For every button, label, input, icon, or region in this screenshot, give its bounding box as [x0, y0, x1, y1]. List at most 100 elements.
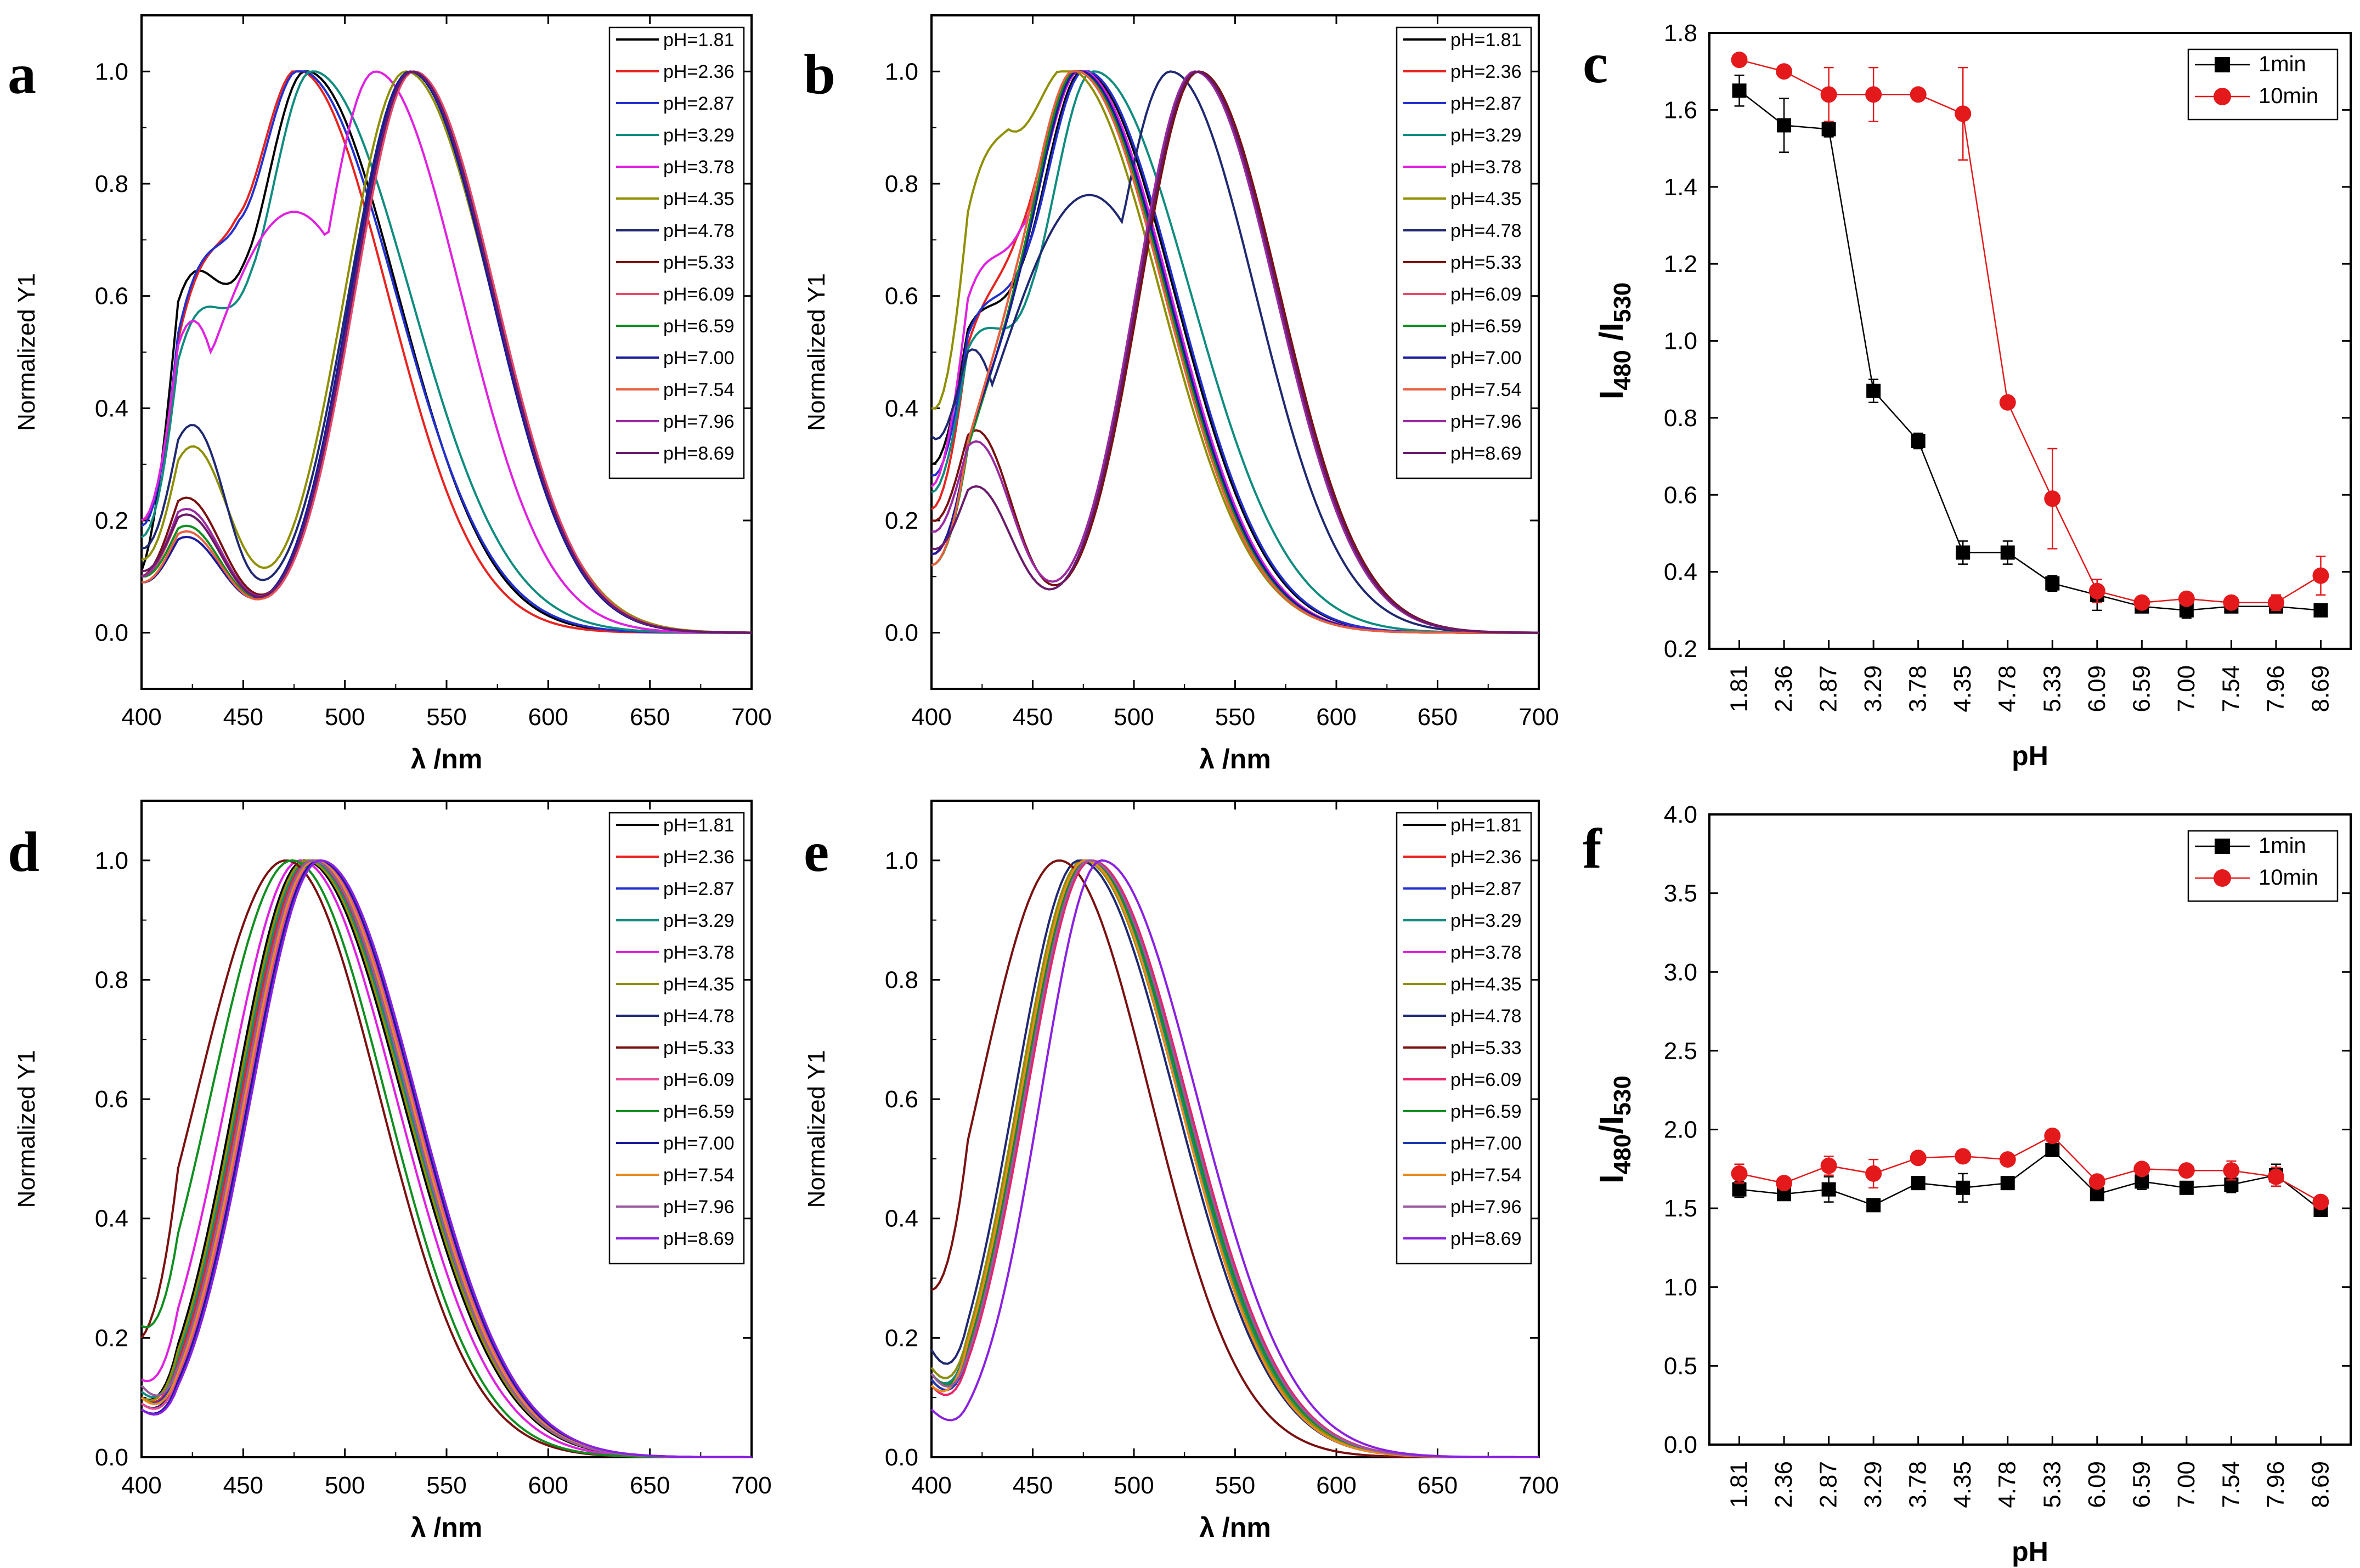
legend-label: pH=6.59: [1450, 316, 1522, 337]
legend-label: pH=5.33: [663, 252, 735, 273]
x-tick-label: 4.35: [1949, 665, 1976, 712]
legend-label: pH=4.78: [1450, 220, 1522, 241]
legend-label: pH=5.33: [1450, 1038, 1522, 1058]
legend-label: pH=3.29: [1450, 910, 1522, 931]
data-point-1min: [2045, 1142, 2060, 1157]
series-line-pH=3.29: [140, 70, 752, 634]
panel-label: d: [8, 820, 39, 884]
x-tick-label: 3.78: [1905, 665, 1932, 712]
data-point-1min: [1911, 1176, 1926, 1191]
data-point-1min: [2045, 576, 2060, 591]
legend-label: pH=7.54: [663, 380, 735, 400]
panel-label: a: [8, 43, 36, 106]
legend-label: pH=6.59: [1450, 1101, 1522, 1122]
legend-marker: [2214, 88, 2231, 105]
y-tick-label: 0.0: [95, 1444, 128, 1471]
legend-label: pH=4.78: [663, 220, 735, 241]
x-tick-label: 2.87: [1815, 665, 1842, 712]
y-axis-title-subscript: 530: [1609, 1075, 1636, 1116]
legend-label: pH=8.69: [1450, 443, 1522, 464]
x-tick-label: 4.78: [1994, 1461, 2021, 1508]
series-line-pH=8.69: [141, 70, 752, 634]
y-tick-label: 0.5: [1664, 1352, 1697, 1379]
y-tick-label: 0.4: [95, 1205, 128, 1232]
x-tick-label: 450: [223, 704, 263, 731]
data-point-1min: [2313, 603, 2328, 618]
x-tick-label: 700: [1518, 704, 1559, 731]
legend-label: pH=7.00: [663, 348, 735, 369]
series-line-pH=3.78: [140, 70, 752, 634]
y-tick-label: 0.8: [95, 966, 128, 993]
data-point-10min: [1731, 52, 1748, 69]
data-point-1min: [2000, 545, 2015, 560]
data-point-10min: [2044, 1127, 2061, 1144]
data-point-10min: [2178, 590, 2195, 607]
y-tick-label: 1.6: [1664, 97, 1697, 123]
x-tick-label: 550: [426, 1472, 466, 1499]
x-tick-label: 5.33: [2039, 1461, 2065, 1508]
data-point-10min: [1731, 1165, 1748, 1182]
y-tick-label: 0.2: [885, 507, 918, 534]
y-tick-label: 3.5: [1664, 880, 1697, 907]
x-tick-label: 2.87: [1815, 1461, 1842, 1508]
x-tick-label: 700: [731, 1472, 771, 1499]
legend-label: pH=4.78: [663, 1006, 735, 1027]
data-point-10min: [2088, 582, 2105, 599]
legend-label: pH=6.09: [1450, 284, 1522, 305]
x-tick-label: 550: [426, 704, 466, 731]
y-tick-label: 0.8: [95, 171, 128, 197]
x-tick-label: 450: [223, 1472, 263, 1499]
legend-box: [2187, 830, 2339, 902]
y-tick-label: 0.0: [885, 620, 918, 647]
series-line-pH=4.78: [930, 70, 1539, 634]
x-tick-label: 600: [1316, 704, 1356, 731]
y-tick-label: 1.0: [1664, 1274, 1697, 1301]
legend-label: pH=8.69: [663, 443, 735, 464]
legend-label: pH=3.29: [1450, 125, 1522, 146]
x-tick-label: 500: [1114, 1472, 1154, 1499]
data-point-10min: [1776, 63, 1793, 80]
y-axis-title: Normalized Y1: [13, 273, 40, 431]
y-axis-title-part: I: [1593, 390, 1630, 400]
y-tick-label: 0.4: [885, 395, 918, 422]
y-tick-label: 0.2: [1664, 636, 1697, 663]
x-tick-label: 7.00: [2173, 1461, 2200, 1508]
data-point-1min: [1821, 122, 1836, 137]
x-tick-label: 6.59: [2128, 1461, 2155, 1508]
x-tick-label: 5.33: [2039, 665, 2065, 712]
x-tick-label: 6.09: [2084, 665, 2110, 712]
y-tick-label: 1.0: [95, 847, 128, 874]
legend-label: pH=1.81: [1450, 815, 1522, 836]
y-tick-label: 0.0: [885, 1444, 918, 1471]
legend-label: pH=2.87: [1450, 93, 1522, 114]
y-tick-label: 0.6: [885, 283, 918, 310]
legend-label: pH=2.36: [1450, 61, 1522, 82]
panel-f: f 1.81 2.36 2.87 3.29 3.78 4.35 4.78 5.33 6.09 6.5…: [1583, 801, 2352, 1567]
x-tick-label: 700: [1518, 1472, 1559, 1499]
legend-label: pH=4.35: [663, 189, 735, 210]
x-tick-label: 700: [731, 704, 771, 731]
data-point-10min: [1865, 1165, 1882, 1182]
panel-a: a 400 450 500 550 600 650 700 0.0 0.2 0.4 0.6 0.8 1.0…: [8, 14, 772, 774]
legend-label: pH=3.78: [1450, 942, 1522, 963]
y-tick-label: 1.4: [1664, 174, 1697, 201]
x-tick-label: 2.36: [1770, 1461, 1797, 1508]
legend-label: pH=2.87: [1450, 879, 1522, 899]
data-point-1min: [1777, 118, 1792, 133]
data-point-1min: [1956, 545, 1971, 560]
legend-label: pH=7.96: [1450, 1197, 1522, 1218]
y-axis-title-part: /I: [1593, 1116, 1630, 1134]
data-point-10min: [2223, 594, 2240, 611]
y-tick-label: 0.0: [95, 620, 128, 647]
panel-label: c: [1583, 32, 1608, 95]
series-line-1min: [1738, 90, 2321, 612]
data-point-1min: [1956, 1180, 1971, 1195]
legend-label: pH=8.69: [1450, 1229, 1522, 1249]
x-tick-label: 450: [1013, 1472, 1053, 1499]
legend-label: pH=7.96: [663, 1197, 735, 1218]
data-point-10min: [2133, 594, 2150, 611]
data-point-10min: [2223, 1162, 2240, 1179]
x-axis-title: λ /nm: [1199, 744, 1271, 774]
legend-label: pH=3.78: [663, 942, 735, 963]
